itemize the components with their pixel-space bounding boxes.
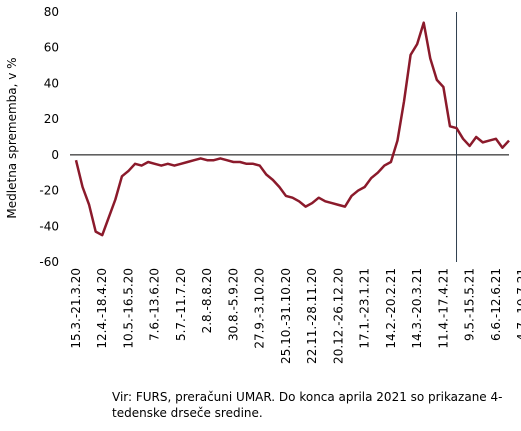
x-tick-label: 27.9.-3.10.20 <box>253 268 267 349</box>
y-tick-label: 60 <box>44 41 59 55</box>
y-tick-label: 40 <box>44 76 59 90</box>
x-tick-label: 6.6.-12.6.21 <box>489 268 503 341</box>
x-tick-label: 22.11.-28.11.20 <box>305 268 319 364</box>
y-tick-label: 20 <box>44 112 59 126</box>
x-tick-label: 12.4.-18.4.20 <box>95 268 109 349</box>
x-tick-label: 14.2.-20.2.21 <box>384 268 398 349</box>
x-tick-label: 20.12.-26.12.20 <box>331 268 345 364</box>
y-tick-label: 0 <box>51 148 59 162</box>
y-tick-label: -60 <box>39 255 59 269</box>
x-tick-label: 9.5.-15.5.21 <box>463 268 477 341</box>
y-tick-label: -40 <box>39 219 59 233</box>
source-note: Vir: FURS, preračuni UMAR. Do konca apri… <box>112 390 503 420</box>
x-tick-label: 30.8.-5.9.20 <box>226 268 240 341</box>
y-tick-label: -20 <box>39 184 59 198</box>
x-ticks: 15.3.-21.3.20 12.4.-18.4.20 10.5.-16.5.20 7… <box>69 268 521 364</box>
x-tick-label: 15.3.-21.3.20 <box>69 268 83 349</box>
x-tick-label: 11.4.-17.4.21 <box>436 268 450 349</box>
x-tick-label: 17.1.-23.1.21 <box>358 268 372 349</box>
y-tick-label: 80 <box>44 5 59 19</box>
series-line <box>74 21 510 237</box>
x-tick-label: 2.8.-8.8.20 <box>200 268 214 333</box>
x-tick-label: 5.7.-11.7.20 <box>174 268 188 341</box>
y-ticks: -60 -40 -20 0 20 40 60 80 <box>39 5 59 269</box>
y-axis-label: Medletna sprememba, v % <box>5 57 19 218</box>
x-tick-label: 7.6.-13.6.20 <box>148 268 162 341</box>
x-tick-label: 10.5.-16.5.20 <box>121 268 135 349</box>
x-tick-label: 14.3.-20.3.21 <box>410 268 424 349</box>
x-tick-label: 4.7.-10.7.21 <box>515 268 521 341</box>
x-tick-label: 25.10.-31.10.20 <box>279 268 293 364</box>
